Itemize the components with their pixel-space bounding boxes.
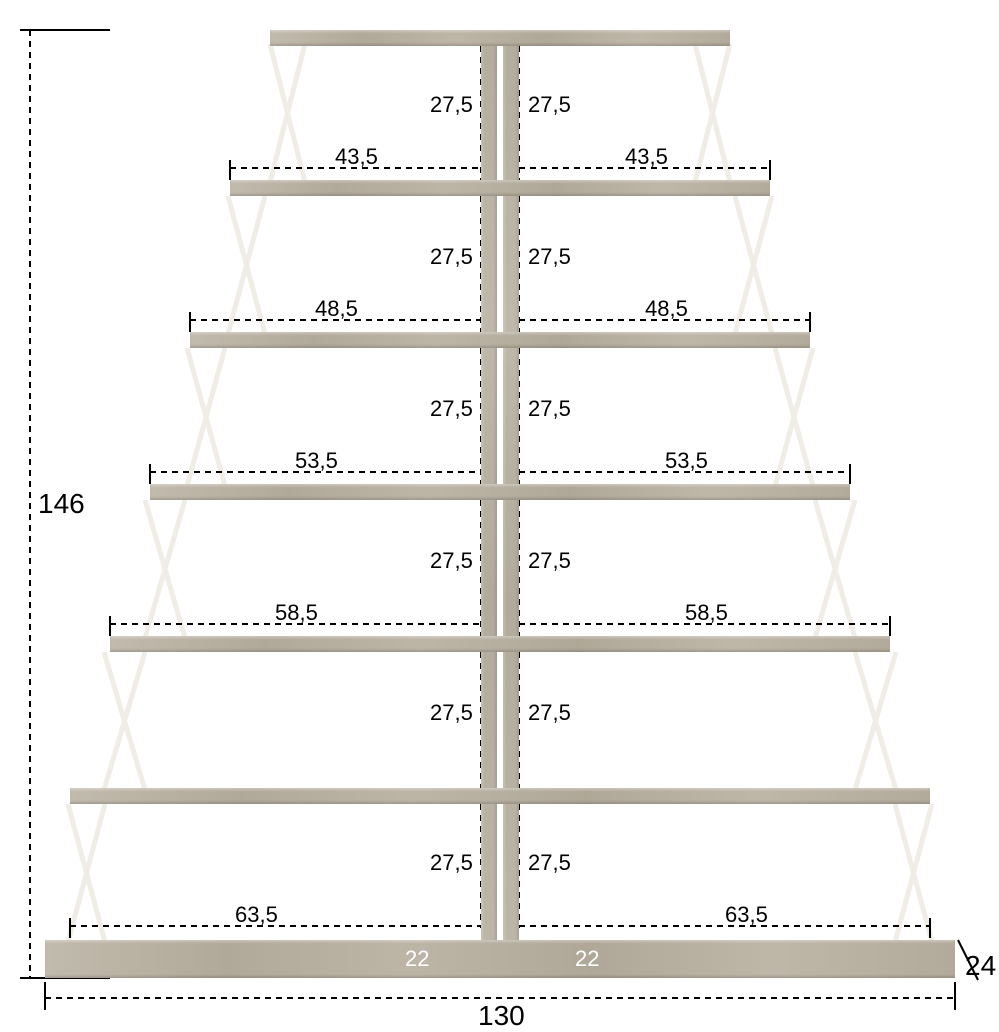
shelf-0 bbox=[270, 30, 730, 46]
overall-height-label: 146 bbox=[38, 488, 85, 520]
gap-r5: 27,5 bbox=[528, 700, 571, 726]
base-plate bbox=[45, 940, 955, 978]
gap-r2: 27,5 bbox=[528, 244, 571, 270]
w-r1: 43,5 bbox=[625, 144, 668, 170]
overall-width-label: 130 bbox=[478, 1000, 525, 1032]
shelf-3 bbox=[150, 484, 850, 500]
shelf-1 bbox=[230, 180, 770, 196]
w-l4: 58,5 bbox=[275, 600, 318, 626]
w-l2: 48,5 bbox=[315, 296, 358, 322]
gap-l6: 27,5 bbox=[430, 850, 473, 876]
gap-r4: 27,5 bbox=[528, 548, 571, 574]
foot-r: 22 bbox=[575, 946, 599, 972]
shelf-2 bbox=[190, 332, 810, 348]
w-l3: 53,5 bbox=[295, 448, 338, 474]
line-layer bbox=[0, 0, 999, 1020]
gap-r3: 27,5 bbox=[528, 396, 571, 422]
foot-l: 22 bbox=[405, 946, 429, 972]
gap-r1: 27,5 bbox=[528, 92, 571, 118]
w-r2: 48,5 bbox=[645, 296, 688, 322]
shelf-4 bbox=[110, 636, 890, 652]
w-l5: 63,5 bbox=[235, 902, 278, 928]
gap-r6: 27,5 bbox=[528, 850, 571, 876]
center-post-left bbox=[481, 30, 497, 978]
shelf-5 bbox=[70, 788, 930, 804]
gap-l3: 27,5 bbox=[430, 396, 473, 422]
w-r4: 58,5 bbox=[685, 600, 728, 626]
gap-l5: 27,5 bbox=[430, 700, 473, 726]
center-post-right bbox=[503, 30, 519, 978]
depth-label: 24 bbox=[965, 950, 996, 982]
gap-l1: 27,5 bbox=[430, 92, 473, 118]
w-r3: 53,5 bbox=[665, 448, 708, 474]
w-r5: 63,5 bbox=[725, 902, 768, 928]
w-l1: 43,5 bbox=[335, 144, 378, 170]
diagram-stage: 146 130 24 27,5 27,5 27,5 27,5 27,5 27,5… bbox=[0, 0, 999, 1020]
gap-l4: 27,5 bbox=[430, 548, 473, 574]
gap-l2: 27,5 bbox=[430, 244, 473, 270]
